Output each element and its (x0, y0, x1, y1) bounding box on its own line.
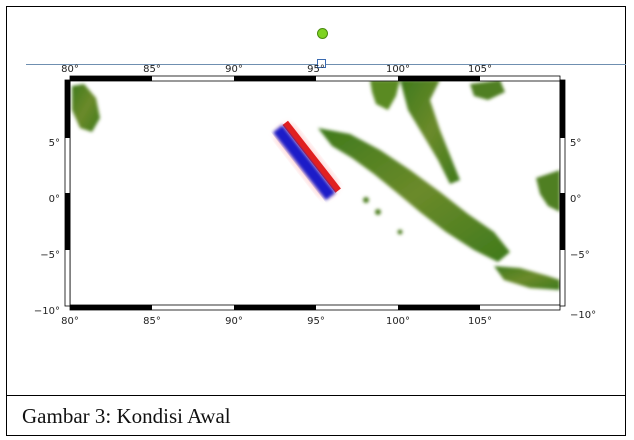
lat-tick-left: 0° (49, 194, 60, 205)
rotate-handle-icon[interactable] (317, 28, 328, 39)
lon-tick-top: 105° (468, 64, 492, 75)
land-sri-lanka (72, 84, 100, 132)
caption-divider (6, 395, 626, 396)
lon-tick-top: 100° (386, 64, 410, 75)
lon-labels-bottom: 80° 85° 90° 95° 100° 105° (61, 316, 492, 327)
land-malay-peninsula (400, 80, 460, 184)
lon-tick-bottom: 90° (225, 316, 243, 327)
land-island (363, 197, 369, 203)
lon-tick-top: 95° (307, 64, 325, 75)
lon-tick-bottom: 85° (143, 316, 161, 327)
lat-labels-right: 5° 0° −5° −10° (570, 138, 596, 321)
land-sumatra (318, 128, 510, 262)
lon-tick-bottom: 80° (61, 316, 79, 327)
lat-labels-left: 5° 0° −5° −10° (34, 138, 60, 317)
lat-tick-left: 5° (49, 138, 60, 149)
resize-handle-icon[interactable] (317, 59, 326, 68)
selection-border (26, 64, 626, 65)
land-java (494, 266, 560, 290)
land-borneo (536, 170, 560, 212)
wave-subsidence (273, 125, 336, 201)
lon-tick-bottom: 95° (307, 316, 325, 327)
land-myanmar (370, 80, 400, 110)
lon-labels-top: 80° 85° 90° 95° 100° 105° (61, 64, 492, 75)
lat-tick-right: −5° (570, 250, 590, 261)
lat-tick-right: −10° (570, 310, 596, 321)
figure-caption: Gambar 3: Kondisi Awal (22, 404, 231, 428)
lat-tick-right: 5° (570, 138, 581, 149)
initial-wave (273, 120, 341, 201)
land-island (397, 229, 403, 235)
lat-tick-left: −5° (40, 250, 60, 261)
lon-tick-bottom: 105° (468, 316, 492, 327)
land-island (375, 209, 381, 215)
lon-tick-top: 80° (61, 64, 79, 75)
lat-tick-left: −10° (34, 306, 60, 317)
land (72, 80, 560, 290)
lon-tick-top: 90° (225, 64, 243, 75)
wave-uplift (282, 120, 341, 193)
lon-tick-bottom: 100° (386, 316, 410, 327)
lon-tick-top: 85° (143, 64, 161, 75)
land-indochina (470, 80, 505, 100)
map-frame (64, 75, 566, 311)
ocean-area (70, 80, 560, 306)
lat-tick-right: 0° (570, 194, 581, 205)
